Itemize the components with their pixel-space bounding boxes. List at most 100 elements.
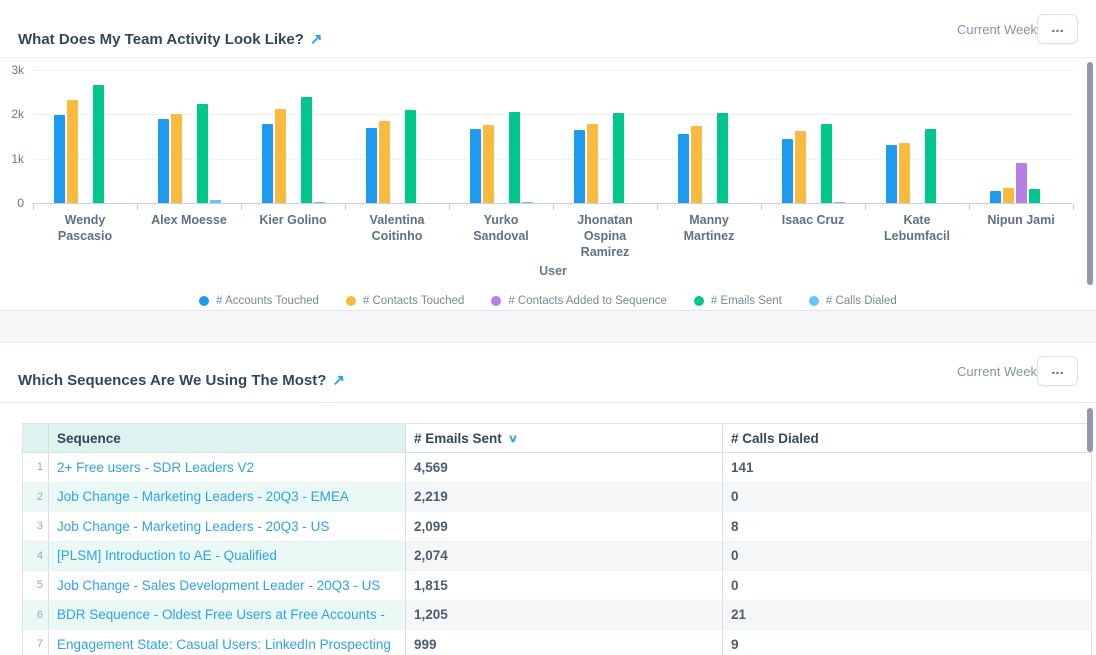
chart-bar[interactable] xyxy=(53,115,65,203)
row-number: 5 xyxy=(23,571,49,600)
x-axis-tick xyxy=(865,204,866,210)
chart-bar[interactable] xyxy=(157,118,169,203)
x-axis-tick xyxy=(241,204,242,210)
chart-bar[interactable] xyxy=(924,129,936,203)
x-axis-tick xyxy=(657,204,658,210)
x-axis-tick xyxy=(761,204,762,210)
y-axis-tick-label: 3k xyxy=(11,63,24,77)
table-scrollbar-thumb[interactable] xyxy=(1087,408,1093,452)
chart-bar[interactable] xyxy=(1002,188,1014,203)
legend-swatch-icon xyxy=(199,296,210,306)
column-header-calls-dialed[interactable]: # Calls Dialed xyxy=(723,424,1091,452)
chart-bar[interactable] xyxy=(209,200,221,203)
chart-bar[interactable] xyxy=(898,143,910,203)
chart-bar[interactable] xyxy=(612,113,624,203)
emails-sent-value: 1,815 xyxy=(406,571,723,600)
sequences-title-text: Which Sequences Are We Using The Most? xyxy=(18,372,327,390)
x-axis-category-label: Wendy Pascasio xyxy=(57,213,113,243)
expand-arrow-icon[interactable]: ↗ xyxy=(332,372,345,390)
expand-arrow-icon[interactable]: ↗ xyxy=(309,31,323,49)
chart-bar[interactable] xyxy=(677,133,689,203)
table-row: 7 Engagement State: Casual Users: LinkedI… xyxy=(23,630,1091,655)
sequence-link[interactable]: Engagement State: Casual Users: LinkedIn… xyxy=(49,630,406,655)
chart-bar[interactable] xyxy=(170,113,182,203)
legend-label: # Contacts Added to Sequence xyxy=(508,295,667,307)
sequence-link[interactable]: BDR Sequence - Oldest Free Users at Free… xyxy=(49,600,406,629)
chart-bar[interactable] xyxy=(365,127,377,203)
chart-bar[interactable] xyxy=(586,123,598,203)
chart-bar[interactable] xyxy=(378,120,390,203)
chart-bar[interactable] xyxy=(573,129,585,203)
chart-bar[interactable] xyxy=(690,126,702,203)
legend-item[interactable]: # Calls Dialed xyxy=(808,295,897,307)
sort-desc-icon: ∨ xyxy=(507,432,519,445)
y-axis-tick-label: 0 xyxy=(17,196,24,210)
card-gap xyxy=(0,310,1096,343)
team-activity-title-text: What Does My Team Activity Look Like? xyxy=(18,31,304,49)
overflow-menu-button[interactable]: ... xyxy=(1037,14,1078,44)
chart-bar[interactable] xyxy=(92,85,104,203)
sequence-link[interactable]: 2+ Free users - SDR Leaders V2 xyxy=(49,453,406,482)
column-header-sequence[interactable]: Sequence xyxy=(49,424,406,452)
sequence-link[interactable]: Job Change - Marketing Leaders - 20Q3 - … xyxy=(49,482,406,511)
legend-item[interactable]: # Contacts Touched xyxy=(345,295,465,307)
x-axis-tick xyxy=(449,204,450,210)
sequence-link[interactable]: [PLSM] Introduction to AE - Qualified xyxy=(49,541,406,570)
table-row: 1 2+ Free users - SDR Leaders V2 4,569 141 xyxy=(23,453,1091,483)
row-number: 2 xyxy=(23,482,49,511)
chart-bar[interactable] xyxy=(313,201,325,203)
x-axis-category-label: Valentina Coitinho xyxy=(369,213,425,243)
chart-bar[interactable] xyxy=(833,201,845,203)
chart-bar[interactable] xyxy=(1028,189,1040,203)
calls-dialed-value: 21 xyxy=(723,600,1091,629)
legend-item[interactable]: # Emails Sent xyxy=(693,295,782,307)
calls-dialed-value: 9 xyxy=(731,636,739,652)
chart-bar[interactable] xyxy=(781,138,793,203)
table-row: 5 Job Change - Sales Development Leader -… xyxy=(23,571,1091,601)
chart-scrollbar-thumb[interactable] xyxy=(1087,62,1093,285)
chart-bar[interactable] xyxy=(196,104,208,203)
chart-bar[interactable] xyxy=(261,124,273,203)
chart-bar[interactable] xyxy=(989,191,1001,203)
chart-bar[interactable] xyxy=(820,124,832,203)
card-header-divider xyxy=(0,402,1096,403)
legend-item[interactable]: # Accounts Touched xyxy=(199,295,319,307)
table-row: 2 Job Change - Marketing Leaders - 20Q3 -… xyxy=(23,482,1091,512)
chart-bar[interactable] xyxy=(404,109,416,203)
chart-bar[interactable] xyxy=(508,111,520,203)
overflow-menu-button[interactable]: ... xyxy=(1037,356,1078,386)
chart-bar[interactable] xyxy=(274,109,286,203)
gridline xyxy=(33,114,1073,116)
sequence-link[interactable]: Job Change - Marketing Leaders - 20Q3 - … xyxy=(49,512,406,541)
x-axis-category-label: Manny Martinez xyxy=(683,213,735,243)
chart-bar[interactable] xyxy=(300,96,312,203)
legend-item[interactable]: # Contacts Added to Sequence xyxy=(491,295,667,307)
sequence-link[interactable]: Job Change - Sales Development Leader - … xyxy=(49,571,406,600)
chart-bar[interactable] xyxy=(885,145,897,203)
x-axis-title: User xyxy=(539,264,567,278)
chart-bar[interactable] xyxy=(469,128,481,203)
legend-label: # Contacts Touched xyxy=(362,295,465,307)
x-axis-category-label: Kier Golino xyxy=(259,213,327,227)
chart-bar[interactable] xyxy=(716,113,728,203)
row-number: 7 xyxy=(23,630,49,655)
chart-legend: # Accounts Touched # Contacts Touched # Co… xyxy=(0,295,1096,307)
timeframe-label: Current Week xyxy=(957,22,1037,37)
legend-swatch-icon xyxy=(693,296,704,306)
x-axis-tick xyxy=(1073,204,1074,210)
gridline xyxy=(33,158,1073,160)
chart-bar[interactable] xyxy=(521,201,533,203)
emails-sent-value: 1,205 xyxy=(406,600,723,629)
y-axis-tick-label: 2k xyxy=(11,107,24,122)
chart-bar[interactable] xyxy=(482,124,494,203)
y-axis-tick-label: 1k xyxy=(11,151,24,166)
chart-bar[interactable] xyxy=(66,99,78,203)
x-axis-category-label: Jhonatan Ospina Ramirez xyxy=(577,213,633,259)
chart-bar[interactable] xyxy=(794,131,806,203)
gridline xyxy=(33,70,1073,71)
chart-bar[interactable] xyxy=(1015,163,1027,203)
timeframe-label: Current Week xyxy=(957,364,1037,379)
card-header-divider xyxy=(0,57,1096,58)
x-axis-category-label: Alex Moesse xyxy=(151,213,227,227)
column-header-emails-sent[interactable]: # Emails Sent ∨ xyxy=(406,424,723,452)
